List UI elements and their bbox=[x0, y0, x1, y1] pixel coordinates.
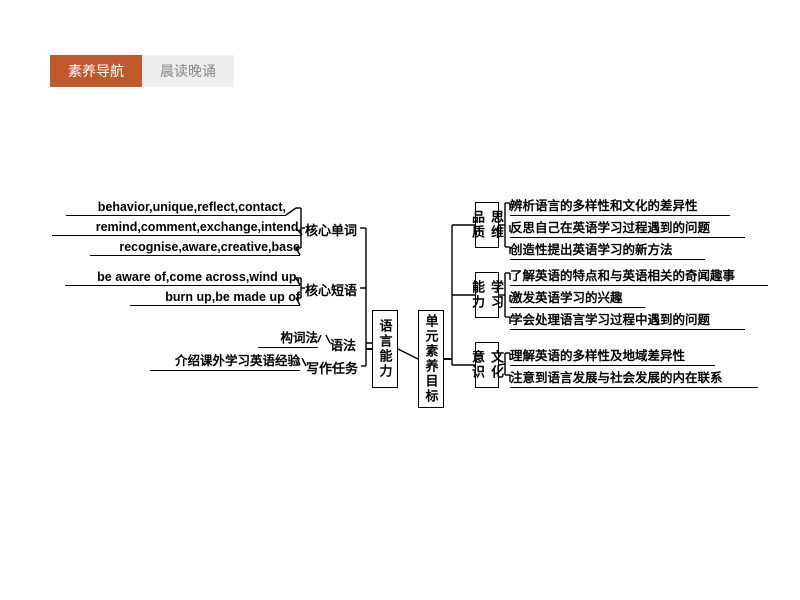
left-group-label-0: 核心单词 bbox=[305, 220, 357, 239]
right-leaf-1-1: 激发英语学习的兴趣 bbox=[510, 287, 645, 308]
left-leaf-2-0: 构词法 bbox=[258, 327, 318, 348]
right-leaf-1-2: 学会处理语言学习过程中遇到的问题 bbox=[510, 309, 745, 330]
left-leaf-1-0: be aware of,come across,wind up, bbox=[65, 270, 300, 286]
tab-active[interactable]: 素养导航 bbox=[50, 55, 142, 87]
tab-bar: 素养导航 晨读晚诵 bbox=[50, 55, 234, 87]
right-group-box-1: 学习能力 bbox=[475, 272, 499, 318]
tab-inactive[interactable]: 晨读晚诵 bbox=[142, 55, 234, 87]
left-leaf-3-0: 介绍课外学习英语经验 bbox=[150, 350, 300, 371]
left-leaf-0-1: remind,comment,exchange,intend, bbox=[52, 220, 302, 236]
left-leaf-0-0: behavior,unique,reflect,contact, bbox=[66, 200, 286, 216]
center-node: 单元素养目标 bbox=[418, 310, 444, 408]
left-group-label-1: 核心短语 bbox=[305, 280, 357, 299]
right-leaf-0-2: 创造性提出英语学习的新方法 bbox=[510, 239, 705, 260]
left-group-label-3: 写作任务 bbox=[306, 358, 358, 377]
mindmap-canvas: 单元素养目标语言能力 核心单词 behavior,unique,reflect,co… bbox=[0, 100, 800, 600]
right-group-box-0: 思维品质 bbox=[475, 202, 499, 248]
right-leaf-2-1: 注意到语言发展与社会发展的内在联系 bbox=[510, 367, 758, 388]
right-group-box-2: 文化意识 bbox=[475, 342, 499, 388]
left-group-label-2: 语法 bbox=[330, 335, 356, 354]
left-leaf-0-2: recognise,aware,creative,base bbox=[90, 240, 300, 256]
left-leaf-1-1: burn up,be made up of bbox=[130, 290, 300, 306]
right-leaf-0-1: 反思自己在英语学习过程遇到的问题 bbox=[510, 217, 745, 238]
left-hub-node: 语言能力 bbox=[372, 310, 398, 388]
right-leaf-2-0: 理解英语的多样性及地域差异性 bbox=[510, 345, 715, 366]
right-leaf-0-0: 辨析语言的多样性和文化的差异性 bbox=[510, 195, 730, 216]
right-leaf-1-0: 了解英语的特点和与英语相关的奇闻趣事 bbox=[510, 265, 768, 286]
